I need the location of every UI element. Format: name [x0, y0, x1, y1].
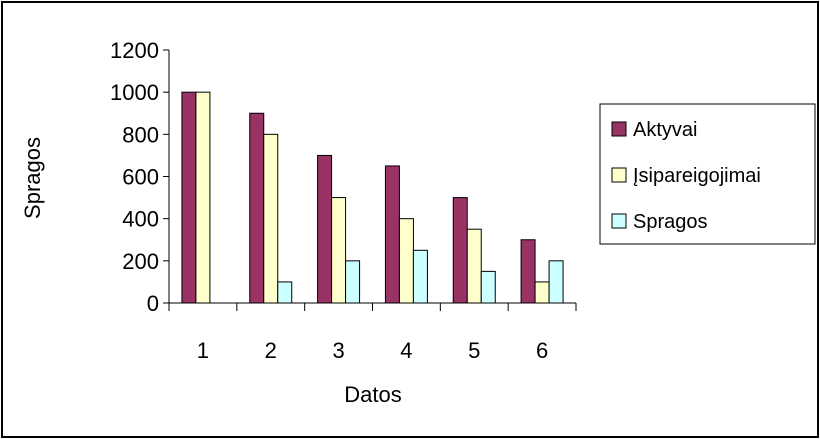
- bar-įsipareigojimai-4: [398, 218, 414, 304]
- x-tick-label: 3: [332, 338, 344, 363]
- x-axis: 1 2 3 4 5 6: [168, 303, 577, 363]
- y-tick-label: 600: [122, 165, 159, 190]
- legend-swatch: [611, 121, 627, 137]
- x-tick-label: 2: [265, 338, 277, 363]
- bars: [181, 91, 564, 304]
- y-axis-label: Spragos: [20, 137, 45, 219]
- bar-spragos-5: [480, 270, 496, 304]
- y-tick-label: 200: [122, 249, 159, 274]
- bar-spragos-2: [277, 281, 293, 304]
- bar-aktyvai-2: [249, 112, 265, 304]
- bar-spragos-3: [345, 260, 361, 304]
- bar-aktyvai-5: [452, 197, 468, 304]
- bar-aktyvai-1: [181, 91, 197, 304]
- legend-swatch: [611, 167, 627, 183]
- y-tick-label: 1000: [110, 80, 159, 105]
- bar-įsipareigojimai-1: [195, 91, 211, 304]
- x-tick-label: 5: [468, 338, 480, 363]
- bar-spragos-6: [548, 260, 564, 304]
- legend-label: Įsipareigojimai: [633, 165, 761, 187]
- y-tick-label: 1200: [110, 38, 159, 63]
- bar-spragos-4: [412, 249, 428, 304]
- y-tick-label: 400: [122, 207, 159, 232]
- bar-įsipareigojimai-3: [331, 197, 347, 304]
- bar-aktyvai-3: [317, 154, 333, 304]
- bar-įsipareigojimai-2: [263, 133, 279, 304]
- bar-aktyvai-6: [520, 239, 536, 304]
- legend-box: [599, 103, 816, 245]
- x-tick-label: 1: [197, 338, 209, 363]
- legend-label: Spragos: [633, 211, 708, 233]
- y-tick-label: 0: [147, 291, 159, 316]
- legend-items: Aktyvai Įsipareigojimai Spragos: [611, 119, 761, 233]
- legend-swatch: [611, 213, 627, 229]
- legend: Aktyvai Įsipareigojimai Spragos: [599, 103, 816, 245]
- x-axis-label: Datos: [344, 382, 401, 407]
- bar-aktyvai-4: [384, 165, 400, 304]
- bar-įsipareigojimai-5: [466, 228, 482, 304]
- bar-įsipareigojimai-6: [534, 281, 550, 304]
- legend-label: Aktyvai: [633, 119, 697, 141]
- x-tick-label: 6: [536, 338, 548, 363]
- y-axis: 0 200 400 600 800 1000 1200: [110, 38, 169, 316]
- x-tick-label: 4: [400, 338, 412, 363]
- y-tick-label: 800: [122, 122, 159, 147]
